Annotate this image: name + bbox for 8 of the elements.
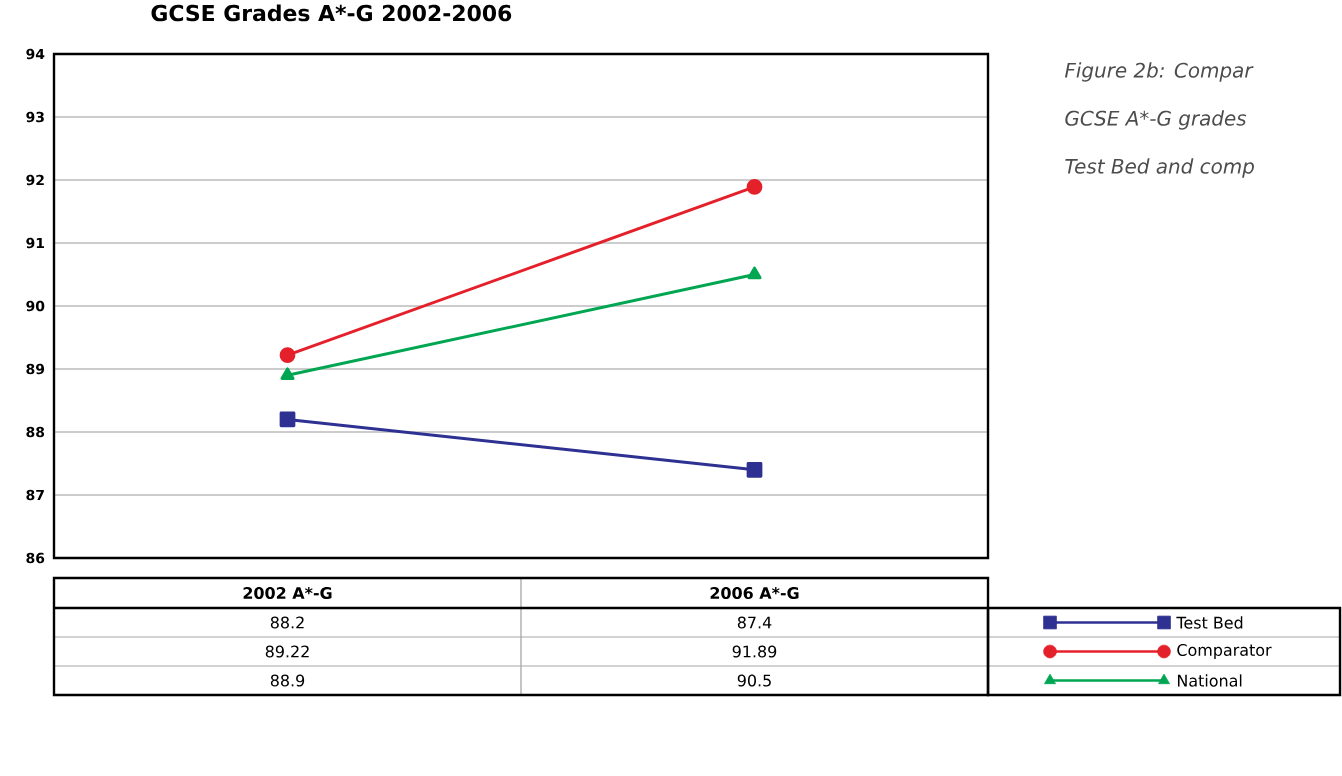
text: Test Bed and comp <box>1065 158 1254 178</box>
point <box>279 411 296 428</box>
caption: Figure 2b: Compar <box>1064 62 1254 82</box>
text: GCSE A*-G grades <box>1065 110 1247 130</box>
point <box>279 347 296 364</box>
chart-title: GCSE Grades A*-G 2002-2006 <box>151 4 512 22</box>
point <box>746 461 763 478</box>
point <box>746 179 763 195</box>
